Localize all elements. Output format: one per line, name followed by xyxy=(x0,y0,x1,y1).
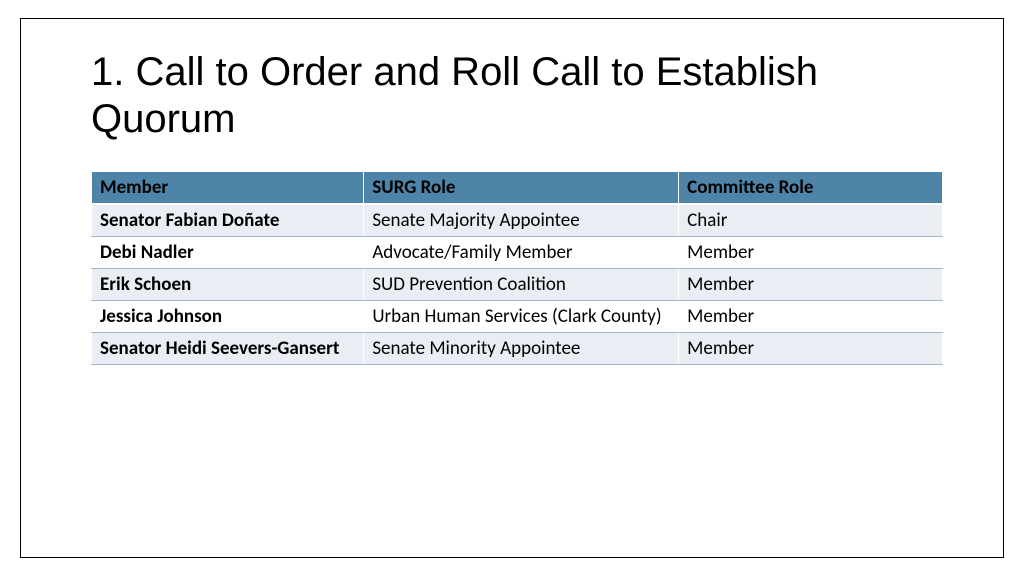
table-row: Senator Fabian Doñate Senate Majority Ap… xyxy=(92,204,943,237)
slide-frame: 1. Call to Order and Roll Call to Establ… xyxy=(20,18,1004,558)
cell-surg-role: Senate Majority Appointee xyxy=(364,204,679,237)
col-header-member: Member xyxy=(92,172,364,205)
col-header-surg-role: SURG Role xyxy=(364,172,679,205)
cell-member: Jessica Johnson xyxy=(92,301,364,333)
cell-surg-role: Senate Minority Appointee xyxy=(364,333,679,365)
table-header-row: Member SURG Role Committee Role xyxy=(92,172,943,205)
table-row: Senator Heidi Seevers-Gansert Senate Min… xyxy=(92,333,943,365)
cell-surg-role: Advocate/Family Member xyxy=(364,237,679,269)
cell-surg-role: SUD Prevention Coalition xyxy=(364,269,679,301)
roster-table: Member SURG Role Committee Role Senator … xyxy=(91,171,943,365)
cell-member: Debi Nadler xyxy=(92,237,364,269)
table-row: Debi Nadler Advocate/Family Member Membe… xyxy=(92,237,943,269)
cell-member: Senator Fabian Doñate xyxy=(92,204,364,237)
cell-member: Erik Schoen xyxy=(92,269,364,301)
table-row: Erik Schoen SUD Prevention Coalition Mem… xyxy=(92,269,943,301)
table-row: Jessica Johnson Urban Human Services (Cl… xyxy=(92,301,943,333)
cell-committee-role: Member xyxy=(679,237,943,269)
cell-committee-role: Member xyxy=(679,269,943,301)
cell-committee-role: Member xyxy=(679,333,943,365)
cell-member: Senator Heidi Seevers-Gansert xyxy=(92,333,364,365)
cell-committee-role: Member xyxy=(679,301,943,333)
cell-surg-role: Urban Human Services (Clark County) xyxy=(364,301,679,333)
page-title: 1. Call to Order and Roll Call to Establ… xyxy=(91,49,943,143)
col-header-committee-role: Committee Role xyxy=(679,172,943,205)
cell-committee-role: Chair xyxy=(679,204,943,237)
